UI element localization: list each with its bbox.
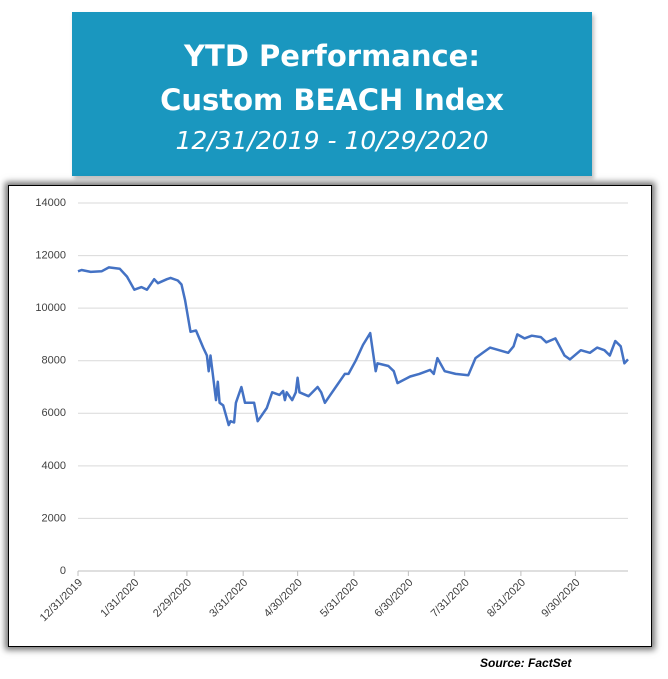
y-tick-label: 10000 bbox=[35, 302, 66, 314]
x-tick-label: 1/31/2020 bbox=[98, 577, 141, 620]
title-box: YTD Performance: Custom BEACH Index 12/3… bbox=[72, 12, 592, 176]
y-tick-label: 0 bbox=[60, 565, 66, 577]
y-tick-label: 4000 bbox=[42, 460, 66, 472]
x-tick-label: 2/29/2020 bbox=[151, 577, 194, 620]
line bbox=[77, 266, 629, 427]
y-tick-label: 14000 bbox=[35, 197, 66, 209]
chart-panel bbox=[8, 185, 652, 647]
y-tick-label: 8000 bbox=[42, 355, 66, 367]
chart-subtitle: 12/31/2019 - 10/29/2020 bbox=[175, 126, 489, 155]
x-tick-label: 5/31/2020 bbox=[318, 577, 361, 620]
chart-title: YTD Performance: Custom BEACH Index bbox=[160, 39, 504, 117]
y-tick-label: 6000 bbox=[42, 407, 66, 419]
x-tick-label: 9/30/2020 bbox=[539, 577, 582, 620]
x-tick-label: 3/31/2020 bbox=[207, 577, 250, 620]
x-tick-label: 12/31/2019 bbox=[38, 577, 85, 624]
y-tick-label: 12000 bbox=[35, 249, 66, 261]
x-tick-label: 7/31/2020 bbox=[429, 577, 472, 620]
x-tick-label: 4/30/2020 bbox=[262, 577, 305, 620]
x-tick-label: 8/31/2020 bbox=[485, 577, 528, 620]
x-tick-label: 6/30/2020 bbox=[372, 577, 415, 620]
source-note: Source: FactSet bbox=[480, 656, 572, 670]
y-tick-label: 2000 bbox=[42, 512, 66, 524]
